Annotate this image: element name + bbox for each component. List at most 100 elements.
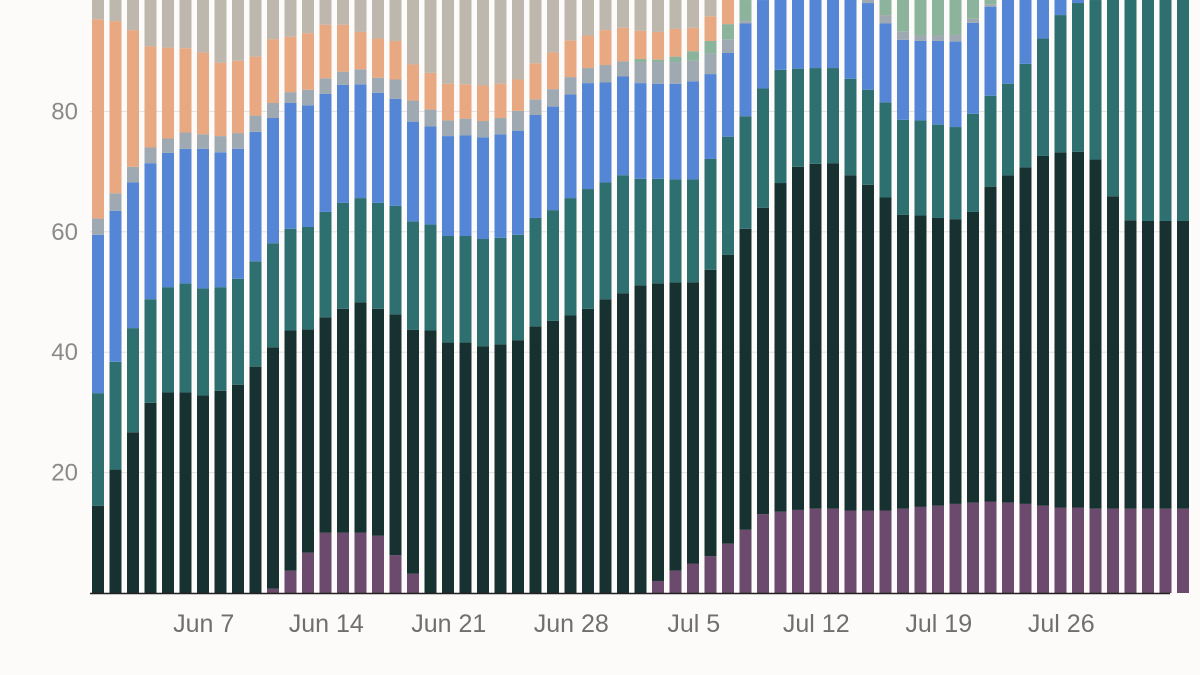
bar-segment (424, 126, 437, 225)
bar-segment (547, 320, 559, 593)
bar-segment (284, 92, 297, 103)
x-tick-label: Jul 19 (905, 610, 972, 638)
bar-segment (319, 93, 332, 212)
bar-segment (879, 15, 892, 24)
bar-segment (179, 148, 192, 284)
bar-segment (687, 27, 699, 52)
bar-segment (197, 0, 209, 53)
bar-segment (704, 16, 717, 41)
bar-segment (162, 152, 174, 288)
bar-segment (109, 210, 122, 362)
bar-segment (704, 74, 717, 159)
bar-segment (214, 287, 227, 391)
y-tick-label: 60 (51, 219, 78, 246)
bar-segment (1089, 508, 1102, 593)
bar-segment (302, 33, 314, 90)
bar-segment (932, 35, 944, 41)
bar-segment (949, 34, 962, 42)
bar-segment (774, 183, 787, 512)
bar-segment (967, 22, 979, 114)
bar-segment (1037, 38, 1049, 156)
bar-segment (389, 314, 402, 556)
bar-segment (389, 79, 402, 99)
bar-segment (232, 384, 244, 593)
bar-segment (704, 53, 717, 75)
y-axis-tick-labels: 20 40 60 80 100 (38, 0, 78, 487)
bar-segment (249, 56, 262, 116)
bar-segment (337, 532, 349, 593)
bar-segment (529, 63, 542, 100)
bar-segment (1177, 220, 1189, 509)
x-tick-label: Jul 26 (1028, 610, 1095, 638)
bar-segment (442, 83, 454, 121)
bar-segment (704, 556, 717, 593)
bar-segment (109, 361, 122, 470)
bar-segment (284, 36, 297, 93)
bar-segment (862, 89, 874, 185)
bar-segment (389, 205, 402, 315)
bar-segment (267, 0, 279, 40)
bar-segment (354, 84, 367, 199)
bar-segment (232, 60, 244, 134)
bar-segment (669, 62, 682, 84)
bar-segment (809, 68, 822, 164)
bar-segment (214, 390, 227, 593)
bar-segment (372, 0, 384, 39)
bar-segment (669, 28, 682, 57)
bar-segment (372, 77, 384, 93)
bar-segment (1142, 508, 1154, 593)
bar-segment (862, 3, 874, 90)
bar-segment (459, 84, 472, 119)
bar-segment (1002, 175, 1014, 503)
bar-segment (1072, 507, 1084, 593)
bar-segment (354, 0, 367, 32)
bar-segment (92, 505, 104, 593)
bar-segment (809, 163, 822, 509)
bar-segment (389, 0, 402, 41)
bar-segment (1037, 0, 1049, 39)
bar-segment (267, 118, 279, 244)
x-tick-label: Jun 14 (289, 610, 364, 638)
bar-segment (354, 31, 367, 70)
bar-segment (844, 510, 857, 593)
bar-segment (739, 228, 752, 530)
bar-segment (319, 24, 332, 79)
bar-segment (949, 41, 962, 128)
bar-segment (442, 136, 454, 237)
bar-segment (1124, 0, 1137, 221)
bar-segment (669, 0, 682, 29)
bar-segment (879, 102, 892, 198)
bar-segment (512, 0, 524, 80)
bar-segment (407, 221, 419, 330)
y-tick-label: 20 (51, 460, 78, 487)
bar-segment (1037, 155, 1049, 506)
bar-segment (827, 0, 839, 69)
bar-segment (337, 0, 349, 25)
bar-segment (547, 106, 559, 211)
bar-segment (372, 535, 384, 593)
bar-segment (494, 83, 507, 119)
bar-segment (722, 53, 734, 137)
bar-segment (722, 24, 734, 40)
bar-segment (774, 69, 787, 184)
bar-segment (932, 40, 944, 125)
bar-segment (179, 283, 192, 393)
bar-segment (319, 532, 332, 593)
bar-segment (337, 202, 349, 309)
bar-segment (634, 83, 647, 179)
bar-segment (634, 59, 647, 63)
bar-segment (1054, 152, 1067, 508)
bar-segment (827, 163, 839, 509)
bar-segment (564, 40, 577, 78)
bar-segment (1142, 220, 1154, 509)
bar-segment (967, 18, 979, 23)
bar-segment (809, 508, 822, 593)
bar-segment (792, 68, 804, 167)
bar-segment (984, 186, 997, 502)
y-tick-label: 40 (51, 339, 78, 366)
bar-segment (267, 39, 279, 103)
bar-segment (337, 84, 349, 203)
bar-segment (879, 23, 892, 103)
x-tick-label: Jul 12 (783, 610, 850, 638)
bar-segment (669, 282, 682, 571)
